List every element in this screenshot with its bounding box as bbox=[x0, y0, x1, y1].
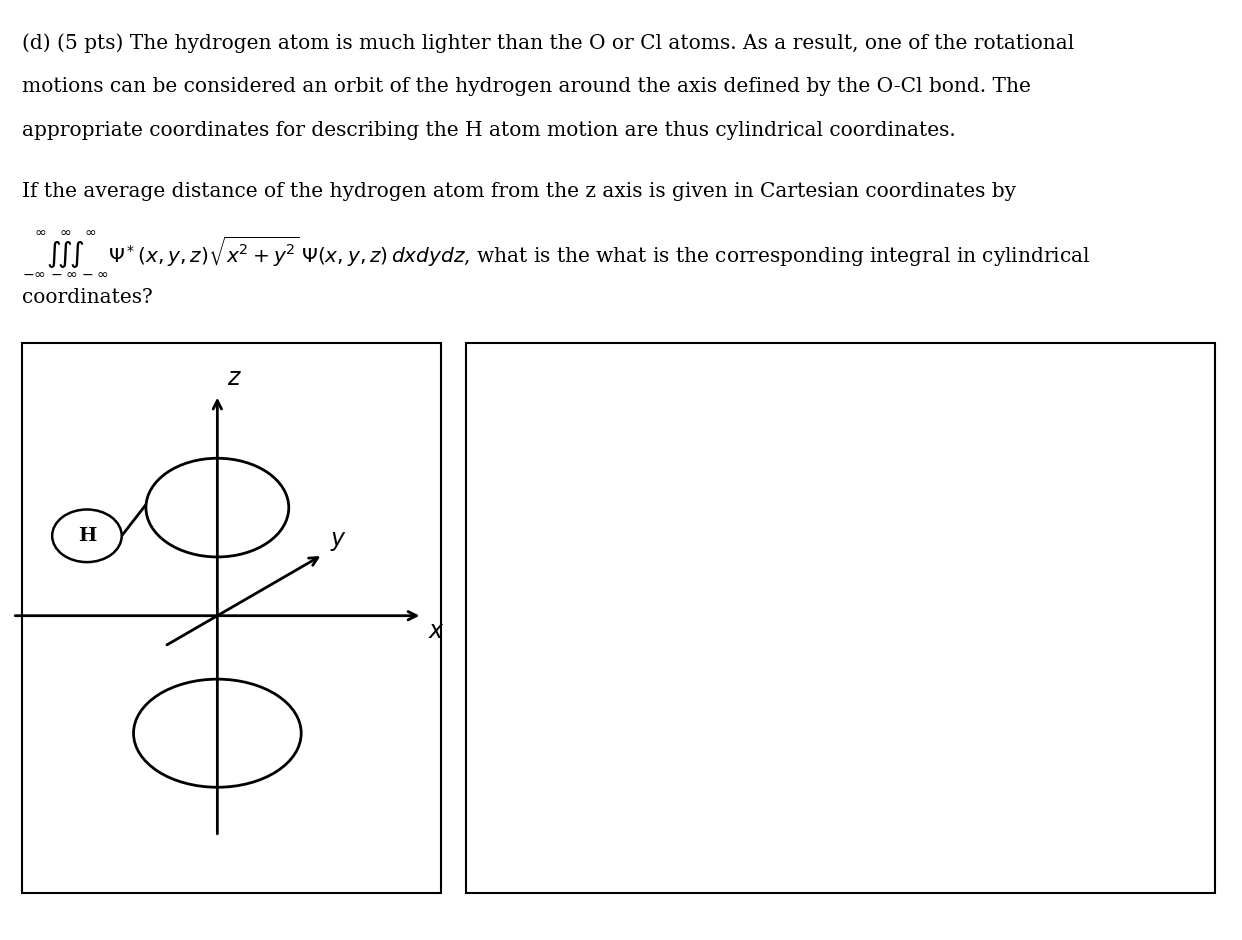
Text: coordinates?: coordinates? bbox=[22, 288, 153, 306]
Ellipse shape bbox=[133, 679, 301, 788]
Text: If the average distance of the hydrogen atom from the z axis is given in Cartesi: If the average distance of the hydrogen … bbox=[22, 182, 1016, 201]
Text: $\underset{-\infty\,-\infty\,-\infty}{\overset{\infty\quad\infty\quad\infty}{\in: $\underset{-\infty\,-\infty\,-\infty}{\o… bbox=[22, 228, 1090, 278]
Bar bbox=[466, 343, 1215, 893]
Text: appropriate coordinates for describing the H atom motion are thus cylindrical co: appropriate coordinates for describing t… bbox=[22, 121, 956, 140]
Text: (d) (5 pts) The hydrogen atom is much lighter than the O or Cl atoms. As a resul: (d) (5 pts) The hydrogen atom is much li… bbox=[22, 33, 1074, 53]
Circle shape bbox=[52, 509, 122, 562]
Ellipse shape bbox=[147, 459, 288, 556]
Text: $z$: $z$ bbox=[227, 368, 242, 390]
Text: $y$: $y$ bbox=[330, 530, 348, 553]
Text: H: H bbox=[78, 526, 96, 545]
Text: motions can be considered an orbit of the hydrogen around the axis defined by th: motions can be considered an orbit of th… bbox=[22, 77, 1031, 96]
Bar bbox=[22, 343, 441, 893]
Text: $x$: $x$ bbox=[428, 620, 446, 643]
